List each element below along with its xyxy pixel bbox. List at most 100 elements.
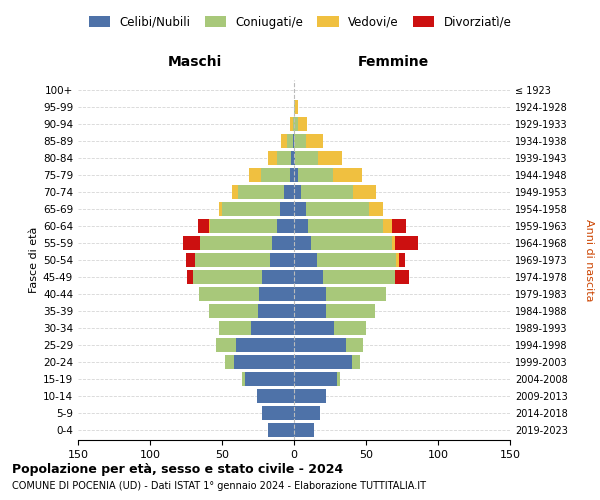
Bar [257, 389, 294, 402]
Bar [346, 338, 363, 351]
Bar [187, 270, 193, 284]
Bar [287, 134, 293, 148]
Bar [399, 253, 405, 267]
Bar [261, 168, 290, 182]
Bar [238, 186, 284, 199]
Bar [395, 236, 418, 250]
Bar [392, 219, 406, 233]
Text: COMUNE DI POCENIA (UD) - Dati ISTAT 1° gennaio 2024 - Elaborazione TUTTITALIA.IT: COMUNE DI POCENIA (UD) - Dati ISTAT 1° g… [12, 481, 426, 491]
Bar [294, 321, 334, 334]
Bar [294, 389, 326, 402]
Bar [232, 186, 238, 199]
Bar [294, 304, 326, 318]
Bar [294, 406, 320, 419]
Bar [225, 355, 233, 368]
Bar [194, 253, 269, 267]
Bar [352, 355, 360, 368]
Bar [262, 406, 294, 419]
Bar [197, 219, 209, 233]
Y-axis label: Fasce di età: Fasce di età [29, 227, 39, 293]
Bar [277, 152, 291, 165]
Bar [298, 118, 307, 131]
Bar [242, 372, 245, 386]
Bar [251, 321, 294, 334]
Bar [245, 372, 294, 386]
Bar [395, 270, 409, 284]
Bar [290, 118, 293, 131]
Bar [319, 152, 341, 165]
Bar [293, 134, 294, 148]
Bar [396, 253, 399, 267]
Bar [294, 118, 298, 131]
Bar [294, 338, 346, 351]
Text: Maschi: Maschi [167, 55, 222, 69]
Bar [269, 253, 294, 267]
Bar [294, 287, 326, 301]
Bar [294, 355, 352, 368]
Bar [186, 253, 194, 267]
Bar [183, 236, 200, 250]
Bar [200, 236, 272, 250]
Bar [305, 202, 369, 216]
Bar [294, 186, 301, 199]
Bar [268, 152, 277, 165]
Bar [294, 219, 308, 233]
Bar [333, 168, 362, 182]
Bar [294, 202, 305, 216]
Bar [305, 134, 323, 148]
Bar [222, 202, 280, 216]
Bar [294, 236, 311, 250]
Y-axis label: Anni di nascita: Anni di nascita [584, 219, 595, 301]
Bar [294, 134, 305, 148]
Bar [211, 219, 277, 233]
Bar [294, 423, 314, 436]
Bar [290, 168, 294, 182]
Bar [334, 321, 366, 334]
Bar [258, 304, 294, 318]
Bar [308, 219, 383, 233]
Text: Femmine: Femmine [358, 55, 429, 69]
Bar [295, 100, 298, 114]
Bar [250, 168, 261, 182]
Bar [294, 100, 295, 114]
Bar [301, 186, 353, 199]
Bar [323, 270, 395, 284]
Bar [311, 236, 392, 250]
Bar [337, 372, 340, 386]
Bar [209, 304, 258, 318]
Bar [294, 253, 317, 267]
Bar [268, 423, 294, 436]
Bar [294, 168, 298, 182]
Bar [259, 287, 294, 301]
Bar [209, 219, 211, 233]
Bar [233, 355, 294, 368]
Text: Popolazione per età, sesso e stato civile - 2024: Popolazione per età, sesso e stato civil… [12, 462, 343, 475]
Bar [277, 219, 294, 233]
Bar [294, 152, 295, 165]
Bar [219, 202, 222, 216]
Bar [272, 236, 294, 250]
Bar [369, 202, 383, 216]
Bar [294, 372, 337, 386]
Bar [199, 287, 259, 301]
Bar [281, 134, 287, 148]
Bar [193, 270, 262, 284]
Bar [298, 168, 333, 182]
Bar [216, 338, 236, 351]
Bar [326, 287, 386, 301]
Legend: Celibi/Nubili, Coniugati/e, Vedovi/e, Divorziatì/e: Celibi/Nubili, Coniugati/e, Vedovi/e, Di… [84, 11, 516, 34]
Bar [326, 304, 374, 318]
Bar [294, 270, 323, 284]
Bar [295, 152, 319, 165]
Bar [353, 186, 376, 199]
Bar [392, 236, 395, 250]
Bar [219, 321, 251, 334]
Bar [280, 202, 294, 216]
Bar [262, 270, 294, 284]
Bar [284, 186, 294, 199]
Bar [236, 338, 294, 351]
Bar [291, 152, 294, 165]
Bar [317, 253, 396, 267]
Bar [383, 219, 392, 233]
Bar [293, 118, 294, 131]
